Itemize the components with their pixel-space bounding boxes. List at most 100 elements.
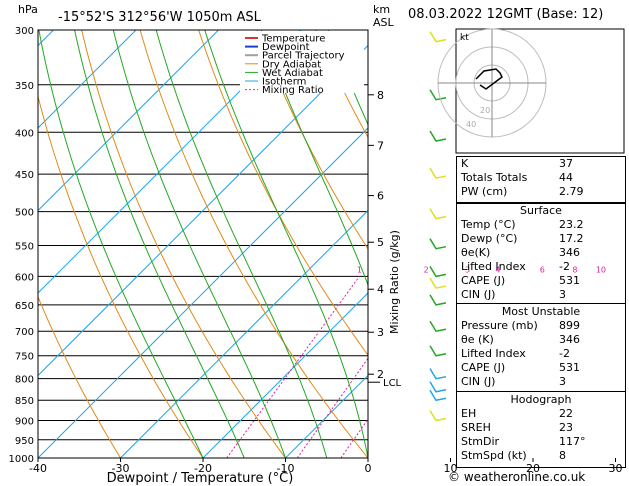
surface-value: 17.2	[559, 232, 584, 245]
km-tick-label: 5	[377, 236, 384, 249]
most-unstable-label: θe (K)	[461, 333, 494, 346]
most-unstable-label: Pressure (mb)	[461, 319, 538, 332]
wind-barb	[429, 130, 447, 142]
location-title: -15°52'S 312°56'W 1050m ASL	[58, 10, 262, 25]
legend-entry: Parcel Trajectory	[262, 51, 345, 62]
wind-barb	[429, 381, 447, 393]
hodograph-index-value: 8	[559, 449, 566, 462]
basic-index-label: PW (cm)	[461, 185, 508, 198]
wind-barb	[429, 294, 447, 306]
footer-credit: © weatheronline.co.uk	[448, 470, 586, 484]
most-unstable-value: -2	[559, 347, 570, 360]
surface-table: Surface Temp (°C) 23.2 Dewp (°C) 17.2 θe(K) 3…	[456, 202, 626, 304]
most-unstable-title: Most Unstable	[501, 305, 581, 318]
mixing-ratio-line	[340, 418, 368, 458]
wind-barbs	[429, 31, 447, 422]
pressure-tick-label: 700	[15, 327, 34, 338]
temperature-tick-label: -10	[277, 462, 295, 475]
km-tick-label: 2	[377, 368, 384, 381]
pressure-unit: hPa	[18, 3, 38, 16]
most-unstable-value: 3	[559, 375, 566, 388]
wind-barb	[429, 89, 447, 101]
hodograph-unit: kt	[460, 33, 469, 43]
pressure-tick-label: 300	[15, 26, 34, 37]
wet-adiabat-line	[38, 30, 204, 458]
dry-adiabat-line	[139, 30, 368, 458]
most-unstable-value: 899	[559, 319, 580, 332]
most-unstable-label: Lifted Index	[461, 347, 526, 360]
mixing-ratio-label: 2	[424, 265, 429, 274]
datetime-title: 08.03.2022 12GMT (Base: 12)	[408, 7, 604, 22]
most-unstable-row: Lifted Index -2	[457, 347, 625, 361]
wind-barb	[429, 345, 447, 357]
pressure-tick-label: 900	[15, 417, 34, 428]
height-unit: km	[373, 3, 390, 16]
basic-index-value: 44	[559, 171, 573, 184]
wind-barb	[429, 368, 447, 380]
dry-adiabat-line	[38, 295, 121, 458]
pressure-tick-label: 450	[15, 170, 34, 181]
km-tick-label: 8	[377, 89, 384, 102]
hodograph-index-row: SREH 23	[457, 421, 625, 435]
mixing-ratio-label: 1	[357, 265, 362, 274]
surface-value: -2	[559, 260, 570, 273]
mixing-ratio-label: 10	[596, 265, 606, 274]
pressure-tick-label: 800	[15, 375, 34, 386]
legend-entry: Dewpoint	[262, 42, 310, 53]
surface-label: Temp (°C)	[461, 218, 516, 231]
wind-barb	[429, 320, 447, 333]
km-tick-label: 3	[377, 326, 384, 339]
background-lines	[38, 30, 368, 458]
surface-label: Dewp (°C)	[461, 232, 518, 245]
hodograph-index-value: 23	[559, 421, 573, 434]
most-unstable-value: 346	[559, 333, 580, 346]
surface-row: θe(K) 346	[457, 246, 625, 260]
temperature-tick-label: -30	[112, 462, 130, 475]
basic-index-label: K	[461, 157, 469, 170]
pressure-tick-label: 600	[15, 272, 34, 283]
pressure-tick-label: 500	[15, 208, 34, 219]
wet-adiabat-line	[260, 30, 368, 287]
mixing-ratio-label: 6	[540, 265, 545, 274]
isotherm-line	[38, 30, 302, 294]
temperature-tick-label: -20	[194, 462, 212, 475]
wind-barb	[429, 208, 447, 220]
legend-entry: Isotherm	[262, 77, 306, 88]
mixing-ratio-label: 3	[465, 265, 470, 274]
temperature-tick-label: -40	[29, 462, 47, 475]
km-tick-label: 6	[377, 190, 384, 203]
wet-adiabat-line	[155, 30, 328, 458]
pressure-tick-label: 400	[15, 128, 34, 139]
pressure-tick-label: 750	[15, 352, 34, 363]
hodograph-index-row: StmDir 117°	[457, 435, 625, 449]
surface-row: Temp (°C) 23.2	[457, 218, 625, 232]
surface-value: 531	[559, 274, 580, 287]
mixing-ratio-line	[296, 357, 368, 458]
most-unstable-row: CIN (J) 3	[457, 375, 625, 389]
surface-title: Surface	[520, 204, 562, 217]
mixing-ratio-axis-label: Mixing Ratio (g/kg)	[388, 230, 401, 334]
hodograph-table: Hodograph EH 22 SREH 23 StmDir 117° StmSpd (kt…	[456, 391, 626, 468]
legend-entry: Mixing Ratio	[262, 85, 324, 96]
hodograph-frame	[455, 28, 625, 154]
axes: 1234681016202530035040045050055060065070…	[9, 26, 623, 475]
dry-adiabat-line	[198, 30, 368, 356]
basic-index-value: 2.79	[559, 185, 584, 198]
most-unstable-row: Pressure (mb) 899	[457, 319, 625, 333]
temperature-tick-label: 30	[609, 462, 623, 475]
wind-barb	[429, 167, 447, 179]
km-tick-label: 4	[377, 283, 384, 296]
hodograph-index-value: 117°	[559, 435, 586, 448]
hodograph-index-value: 22	[559, 407, 573, 420]
temperature-tick-label: 0	[365, 462, 372, 475]
mixing-ratio-label: 4	[495, 265, 500, 274]
hodograph-index-label: SREH	[461, 421, 491, 434]
surface-row: Dewp (°C) 17.2	[457, 232, 625, 246]
height-unit-asl: ASL	[373, 16, 395, 29]
most-unstable-row: CAPE (J) 531	[457, 361, 625, 375]
surface-label: CAPE (J)	[461, 274, 506, 287]
km-tick-label: 7	[377, 139, 384, 152]
isotherm-line	[38, 44, 368, 377]
